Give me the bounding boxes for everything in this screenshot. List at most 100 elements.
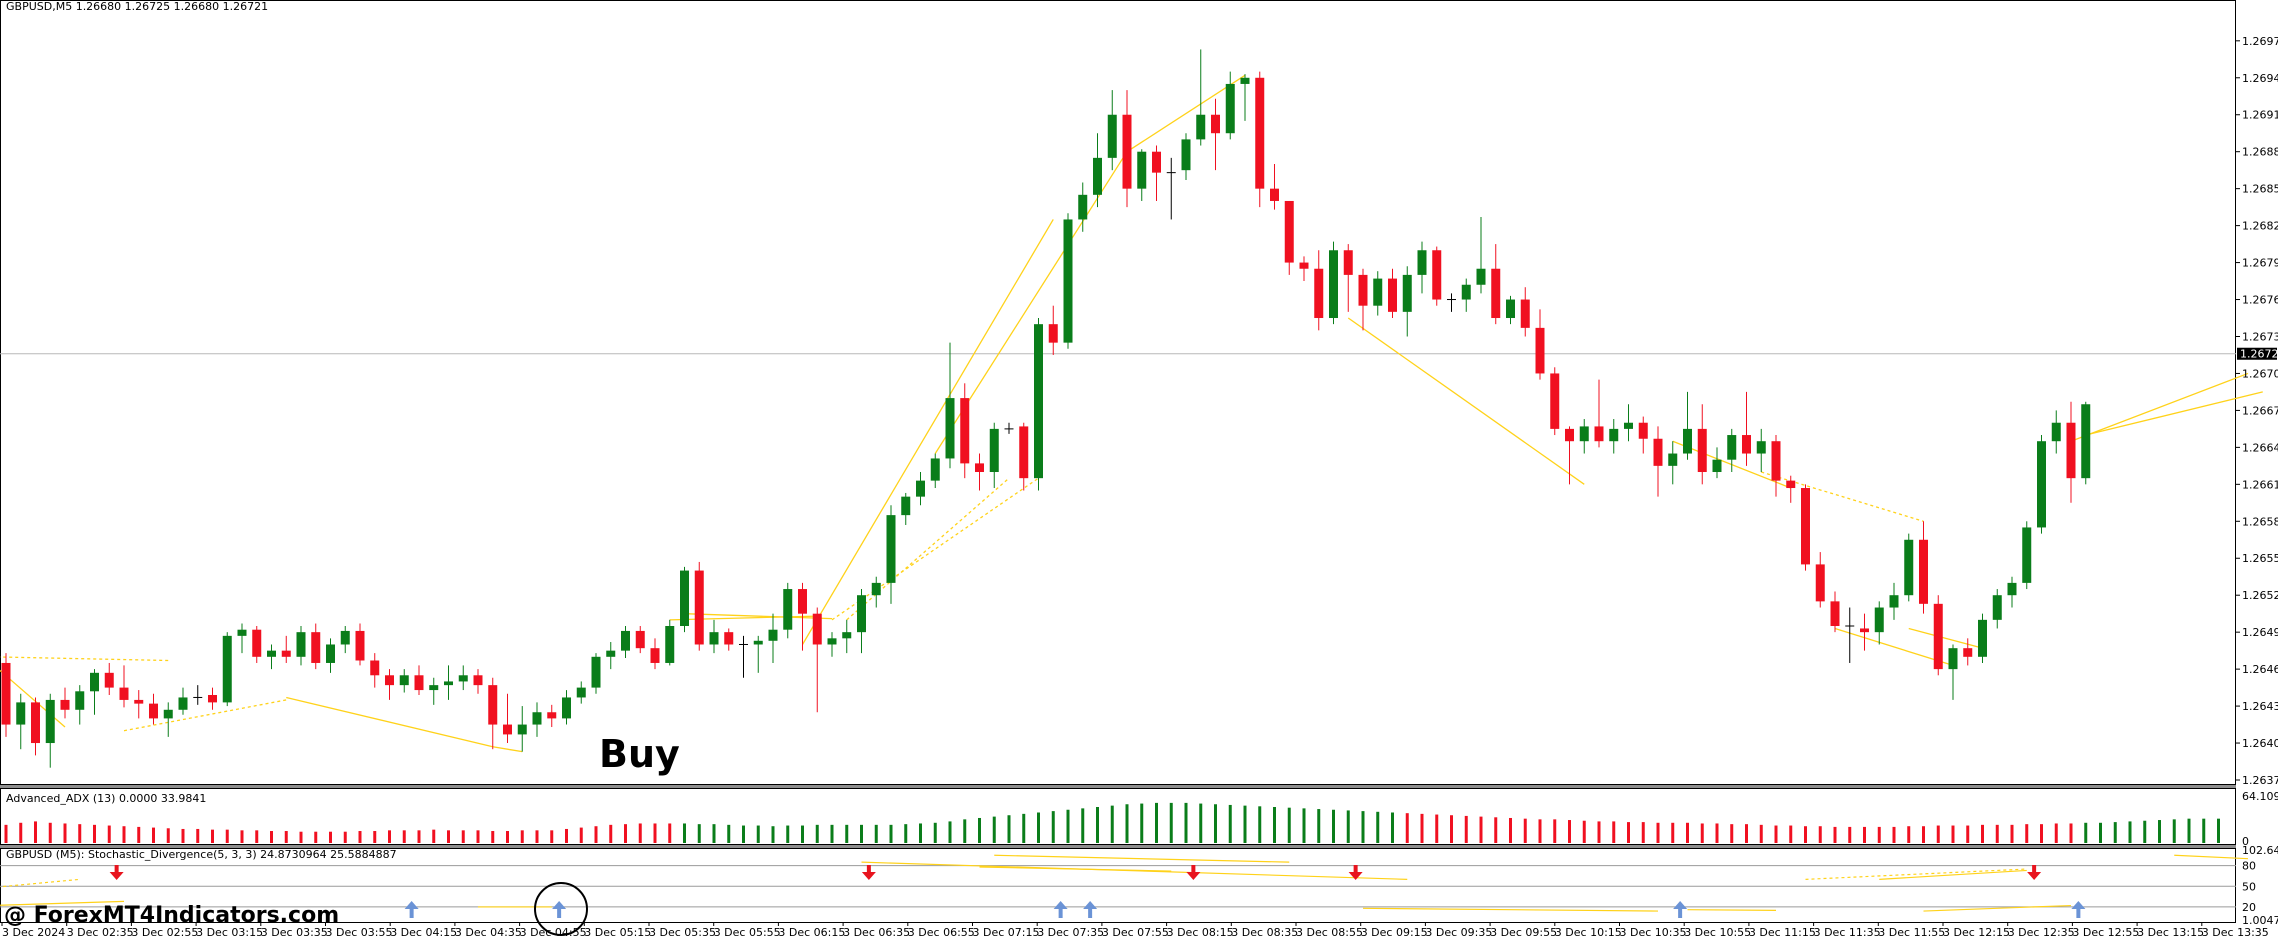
candle-body <box>547 712 557 719</box>
candle-body <box>1889 595 1899 608</box>
time-tick-label: 3 Dec 07:15 <box>973 926 1040 938</box>
candle <box>1624 404 1633 442</box>
candle <box>1166 157 1176 220</box>
candle-body <box>783 589 793 630</box>
candle-body <box>149 703 158 719</box>
time-tick-label: 3 Dec 02:55 <box>131 926 198 938</box>
candle <box>1255 71 1265 208</box>
candle <box>1594 379 1604 448</box>
candle <box>326 638 335 673</box>
candle-body <box>694 570 704 645</box>
candle-body <box>75 691 85 710</box>
time-tick-label: 3 Dec 04:55 <box>520 926 587 938</box>
candle <box>1565 426 1574 485</box>
stochastic-divergence-line <box>1362 907 1659 912</box>
candle-body <box>237 629 247 636</box>
candle <box>724 628 734 651</box>
time-tick-label: 3 Dec 08:55 <box>1296 926 1363 938</box>
candle <box>989 422 999 489</box>
down-arrow-shape <box>2027 865 2042 880</box>
pane-separator <box>0 785 2236 788</box>
candle-body <box>1373 278 1383 306</box>
candle <box>871 576 881 608</box>
candle <box>1152 145 1161 201</box>
price-tick-label: 1.26675 <box>2242 404 2278 417</box>
candle <box>1299 256 1309 282</box>
candle-body <box>1343 250 1353 275</box>
candle-body <box>1712 459 1722 473</box>
up-arrow-shape <box>552 901 567 918</box>
stochastic-divergence-line <box>979 866 1172 872</box>
candle-body <box>798 589 807 614</box>
main-header: GBPUSD,M5 1.26680 1.26725 1.26680 1.2672… <box>6 0 268 13</box>
candle <box>222 632 232 707</box>
candle-body <box>252 629 262 657</box>
stochastic-divergence-line <box>1687 909 1777 911</box>
candle <box>193 685 203 705</box>
stochastic-tick-label: 20 <box>2242 901 2256 914</box>
time-tick-label: 3 Dec 06:35 <box>843 926 910 938</box>
candle-body <box>989 428 999 473</box>
price-tick-label: 1.26735 <box>2242 330 2278 343</box>
candle-body <box>355 630 365 661</box>
candle-body <box>1506 299 1515 319</box>
candle-body <box>1 662 11 725</box>
trend-line <box>2070 372 2249 442</box>
candle <box>237 623 247 654</box>
candle <box>1904 533 1914 602</box>
candle <box>178 687 188 715</box>
candle <box>1638 416 1648 454</box>
price-tick-label: 1.26915 <box>2242 109 2278 122</box>
time-tick-label: 3 Dec 10:35 <box>1620 926 1687 938</box>
candle-body <box>1904 539 1914 596</box>
candle <box>709 619 719 654</box>
candle-body <box>871 582 881 596</box>
trend-line <box>1908 627 1983 649</box>
candle <box>1402 266 1412 337</box>
candle-body <box>916 480 925 497</box>
candle-body <box>1933 603 1943 670</box>
candle-body <box>1535 327 1545 374</box>
candle-body <box>1048 324 1058 343</box>
candle <box>1889 582 1899 620</box>
price-tick-label: 1.26465 <box>2242 663 2278 676</box>
sell-arrow-icon <box>1186 865 1201 880</box>
price-tick-label: 1.26495 <box>2242 626 2278 639</box>
candle-body <box>473 675 483 686</box>
candle-body <box>399 675 409 686</box>
stochastic-divergence-line <box>1879 869 2027 880</box>
watermark: @ ForexMT4Indicators.com <box>4 903 339 928</box>
candle <box>1919 521 1928 614</box>
candle <box>532 702 542 737</box>
candle <box>783 582 793 639</box>
candle-body <box>753 640 763 645</box>
candle <box>296 626 306 666</box>
candle-body <box>1638 422 1648 439</box>
time-tick-label: 3 Dec 13:35 <box>2202 926 2269 938</box>
time-tick-label: 3 Dec 05:15 <box>584 926 651 938</box>
candle-body <box>104 672 114 688</box>
price-tick-label: 1.26525 <box>2242 589 2278 602</box>
candle <box>798 582 807 651</box>
candle <box>163 702 173 737</box>
time-tick-label: 3 Dec 07:35 <box>1037 926 1104 938</box>
candle <box>1668 441 1678 485</box>
candle <box>340 626 350 654</box>
time-tick-label: 3 Dec 13:15 <box>2137 926 2204 938</box>
candle <box>458 665 468 691</box>
up-arrow-shape <box>404 901 419 918</box>
price-pane <box>0 0 2263 788</box>
candle-body <box>2066 422 2076 479</box>
candle <box>886 505 896 604</box>
up-arrow-shape <box>1053 901 1068 918</box>
candle-body <box>281 650 291 657</box>
stochastic-divergence-line <box>1923 904 2072 912</box>
candle-body <box>1063 219 1073 343</box>
stochastic-divergence-line <box>994 854 1290 863</box>
candle-body <box>576 687 586 698</box>
stochastic-divergence-line-dashed <box>0 878 80 888</box>
stochastic-header: GBPUSD (M5): Stochastic_Divergence(5, 3,… <box>6 848 397 861</box>
candle <box>414 665 424 695</box>
candle-body <box>827 638 837 645</box>
